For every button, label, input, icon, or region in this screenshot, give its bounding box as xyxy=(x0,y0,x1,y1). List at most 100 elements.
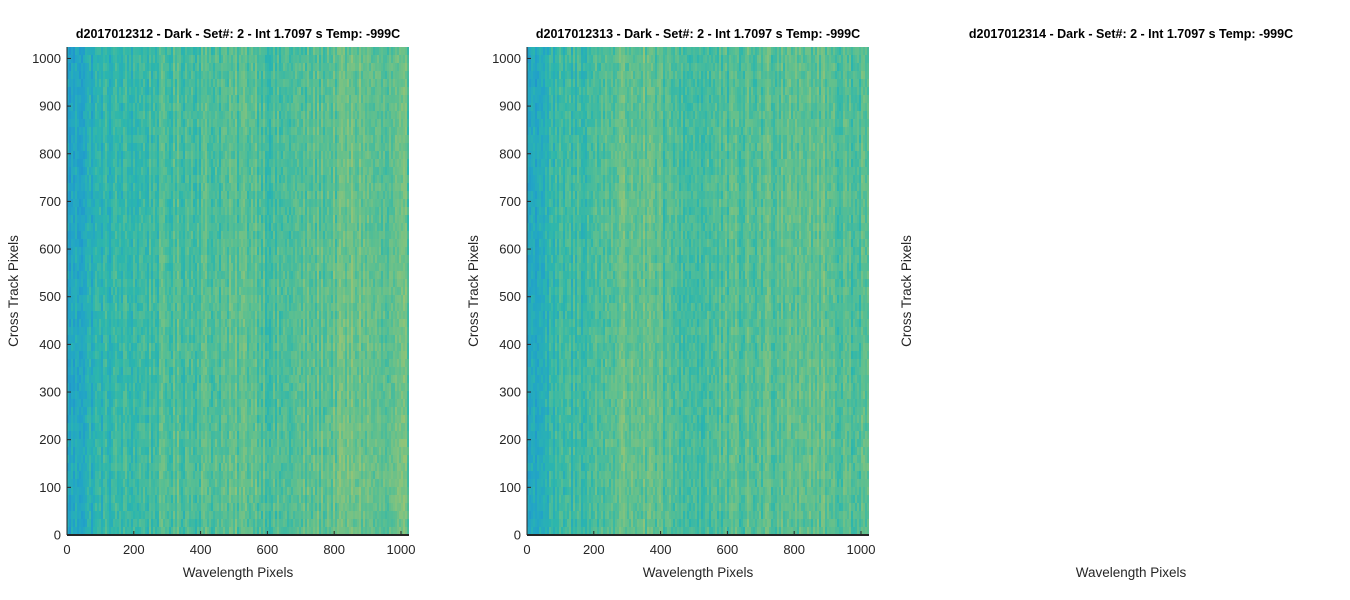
heatmap-cell xyxy=(103,135,106,144)
heatmap-cell xyxy=(293,151,296,160)
heatmap-cell xyxy=(361,143,364,152)
heatmap-cell xyxy=(311,111,314,120)
heatmap-cell xyxy=(405,79,408,88)
heatmap-cell xyxy=(83,135,86,144)
heatmap-cell xyxy=(359,143,362,152)
heatmap-cell xyxy=(255,167,258,176)
heatmap-cell xyxy=(165,159,168,168)
heatmap-cell xyxy=(323,175,326,184)
heatmap-cell xyxy=(345,239,348,248)
heatmap-cell xyxy=(159,119,162,128)
heatmap-cell xyxy=(345,143,348,152)
heatmap-cell xyxy=(171,95,174,104)
heatmap-cell xyxy=(103,151,106,160)
heatmap-cell xyxy=(295,191,298,200)
heatmap-cell xyxy=(89,143,92,152)
heatmap-cell xyxy=(217,215,220,224)
heatmap-cell xyxy=(297,111,300,120)
heatmap-cell xyxy=(325,127,328,136)
heatmap-cell xyxy=(89,199,92,208)
heatmap-cell xyxy=(331,111,334,120)
heatmap-cell xyxy=(357,151,360,160)
heatmap-cell xyxy=(239,127,242,136)
heatmap-cell xyxy=(229,111,232,120)
heatmap-cell xyxy=(107,103,110,112)
heatmap-cell xyxy=(163,199,166,208)
heatmap-cell xyxy=(261,95,264,104)
heatmap-cell xyxy=(263,103,266,112)
heatmap-cell xyxy=(147,127,150,136)
heatmap-cell xyxy=(265,103,268,112)
heatmap-cell xyxy=(325,55,328,64)
heatmap-cell xyxy=(185,87,188,96)
heatmap-cell xyxy=(233,175,236,184)
heatmap-cell xyxy=(87,239,90,248)
heatmap-cell xyxy=(305,71,308,80)
heatmap-cell xyxy=(117,87,120,96)
heatmap-cell xyxy=(169,87,172,96)
heatmap-cell xyxy=(301,47,304,56)
heatmap-cell xyxy=(341,87,344,96)
heatmap-cell xyxy=(115,103,118,112)
heatmap-cell xyxy=(313,111,316,120)
heatmap-cell xyxy=(123,247,126,256)
heatmap-cell xyxy=(139,271,142,280)
heatmap-cell xyxy=(125,103,128,112)
heatmap-cell xyxy=(353,167,356,176)
heatmap-cell xyxy=(253,247,256,256)
heatmap-cell xyxy=(365,167,368,176)
heatmap-cell xyxy=(183,71,186,80)
heatmap-cell xyxy=(197,191,200,200)
heatmap-cell xyxy=(125,207,128,216)
heatmap-cell xyxy=(375,199,378,208)
heatmap-cell xyxy=(311,159,314,168)
heatmap-cell xyxy=(103,143,106,152)
heatmap-cell xyxy=(301,55,304,64)
heatmap-cell xyxy=(107,215,110,224)
heatmap-cell xyxy=(143,239,146,248)
heatmap-cell xyxy=(179,55,182,64)
heatmap-cell xyxy=(229,271,232,280)
heatmap-cell xyxy=(379,159,382,168)
heatmap-cell xyxy=(349,199,352,208)
heatmap-cell xyxy=(69,55,72,64)
heatmap-cell xyxy=(311,127,314,136)
heatmap-cell xyxy=(199,199,202,208)
heatmap-cell xyxy=(147,55,150,64)
heatmap-cell xyxy=(143,183,146,192)
heatmap-cell xyxy=(287,263,290,272)
heatmap-cell xyxy=(235,79,238,88)
heatmap-cell xyxy=(81,79,84,88)
heatmap-cell xyxy=(227,159,230,168)
heatmap-cell xyxy=(115,95,118,104)
heatmap-cell xyxy=(335,103,338,112)
heatmap-cell xyxy=(205,103,208,112)
heatmap-cell xyxy=(175,47,178,56)
heatmap-cell xyxy=(349,71,352,80)
heatmap-cell xyxy=(283,223,286,232)
heatmap-cell xyxy=(153,231,156,240)
heatmap-cell xyxy=(357,135,360,144)
heatmap-cell xyxy=(81,47,84,56)
heatmap-cell xyxy=(349,231,352,240)
heatmap-cell xyxy=(253,215,256,224)
heatmap-cell xyxy=(329,55,332,64)
heatmap-cell xyxy=(267,111,270,120)
heatmap-cell xyxy=(357,183,360,192)
heatmap-cell xyxy=(121,151,124,160)
heatmap-cell xyxy=(389,47,392,56)
heatmap-cell xyxy=(275,231,278,240)
heatmap-cell xyxy=(317,239,320,248)
heatmap-cell xyxy=(139,71,142,80)
heatmap-cell xyxy=(83,119,86,128)
heatmap-cell xyxy=(265,183,268,192)
heatmap-cell xyxy=(389,55,392,64)
heatmap-cell xyxy=(245,119,248,128)
heatmap-cell xyxy=(193,95,196,104)
heatmap-cell xyxy=(135,231,138,240)
heatmap-cell xyxy=(175,79,178,88)
heatmap-cell xyxy=(167,247,170,256)
heatmap-cell xyxy=(153,271,156,280)
heatmap-cell xyxy=(87,175,90,184)
heatmap-cell xyxy=(75,183,78,192)
